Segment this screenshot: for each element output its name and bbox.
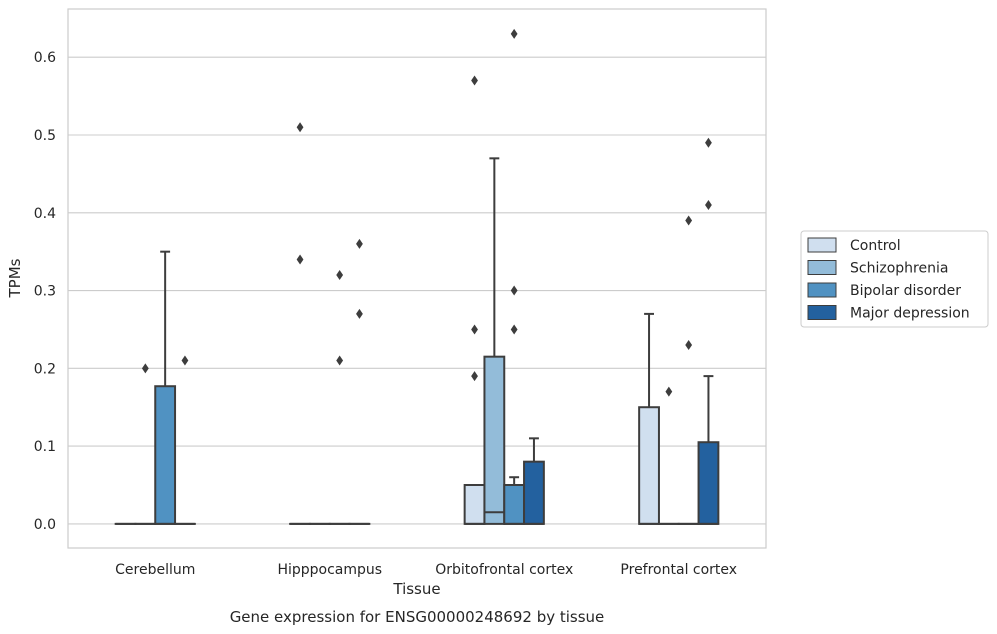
legend-swatch <box>807 237 837 253</box>
legend-label: Control <box>850 238 901 254</box>
box-body <box>638 406 660 525</box>
y-axis-ticks: 0.0 0.1 0.2 0.3 0.4 0.5 0.6 <box>34 50 56 533</box>
outlier-point <box>356 238 363 249</box>
box-control <box>463 484 486 525</box>
y-tick-label: 0.0 <box>34 517 56 533</box>
legend-swatch <box>807 305 837 320</box>
outlier-points <box>141 28 712 397</box>
outlier-point <box>471 324 478 335</box>
legend-swatch <box>807 260 837 275</box>
x-tick-label: Hipppocampus <box>277 562 382 578</box>
outlier-point <box>705 137 712 148</box>
box-body <box>483 355 506 525</box>
x-tick-label: Cerebellum <box>115 562 195 578</box>
box-body <box>523 460 545 525</box>
x-tick-label: Prefrontal cortex <box>620 562 737 578</box>
x-axis-ticks: Cerebellum Hipppocampus Orbitofrontal cort… <box>115 562 737 578</box>
y-tick-label: 0.6 <box>34 50 56 66</box>
legend-swatch <box>807 282 837 298</box>
chart-caption: Gene expression for ENSG00000248692 by t… <box>230 608 605 626</box>
outlier-point <box>510 28 518 39</box>
legend-frame <box>800 230 989 328</box>
legend-label: Bipolar disorder <box>850 283 961 299</box>
y-tick-label: 0.3 <box>34 284 56 300</box>
legend-label: Schizophrenia <box>850 261 948 277</box>
plot-frame <box>67 8 767 549</box>
y-tick-label: 0.5 <box>34 128 56 144</box>
outlier-point <box>510 285 518 296</box>
legend: Control Schizophrenia Bipolar disorder Majo… <box>800 230 989 328</box>
box-bipolar-disorder <box>503 476 526 525</box>
outlier-point <box>296 122 304 133</box>
y-tick-label: 0.1 <box>34 439 56 455</box>
outlier-point <box>141 363 149 374</box>
box-body <box>503 484 526 525</box>
boxplot-groups <box>114 157 720 525</box>
y-tick-label: 0.2 <box>34 361 56 377</box>
box-major-depression <box>523 437 545 525</box>
outlier-point <box>336 355 344 366</box>
box-body <box>697 441 720 525</box>
y-axis-label: TPMs <box>6 258 24 298</box>
box-body <box>154 385 177 525</box>
outlier-point <box>471 75 478 86</box>
x-tick-label: Orbitofrontal cortex <box>435 562 573 578</box>
box-body <box>463 484 486 525</box>
x-axis-label: Tissue <box>392 580 440 598</box>
outlier-point <box>685 340 693 350</box>
outlier-point <box>356 308 363 319</box>
outlier-point <box>705 200 712 210</box>
outlier-point <box>296 254 304 265</box>
box-control <box>638 312 660 525</box>
box-schizophrenia <box>483 157 506 525</box>
outlier-point <box>685 215 693 226</box>
gridlines <box>68 56 766 525</box>
legend-label: Major depression <box>850 306 970 322</box>
outlier-point <box>510 324 518 335</box>
outlier-point <box>665 386 673 397</box>
outlier-point <box>471 371 478 382</box>
outlier-point <box>181 355 189 366</box>
outlier-point <box>336 270 344 280</box>
box-major-depression <box>697 375 720 525</box>
box-bipolar-disorder <box>154 250 177 525</box>
y-tick-label: 0.4 <box>34 206 56 222</box>
